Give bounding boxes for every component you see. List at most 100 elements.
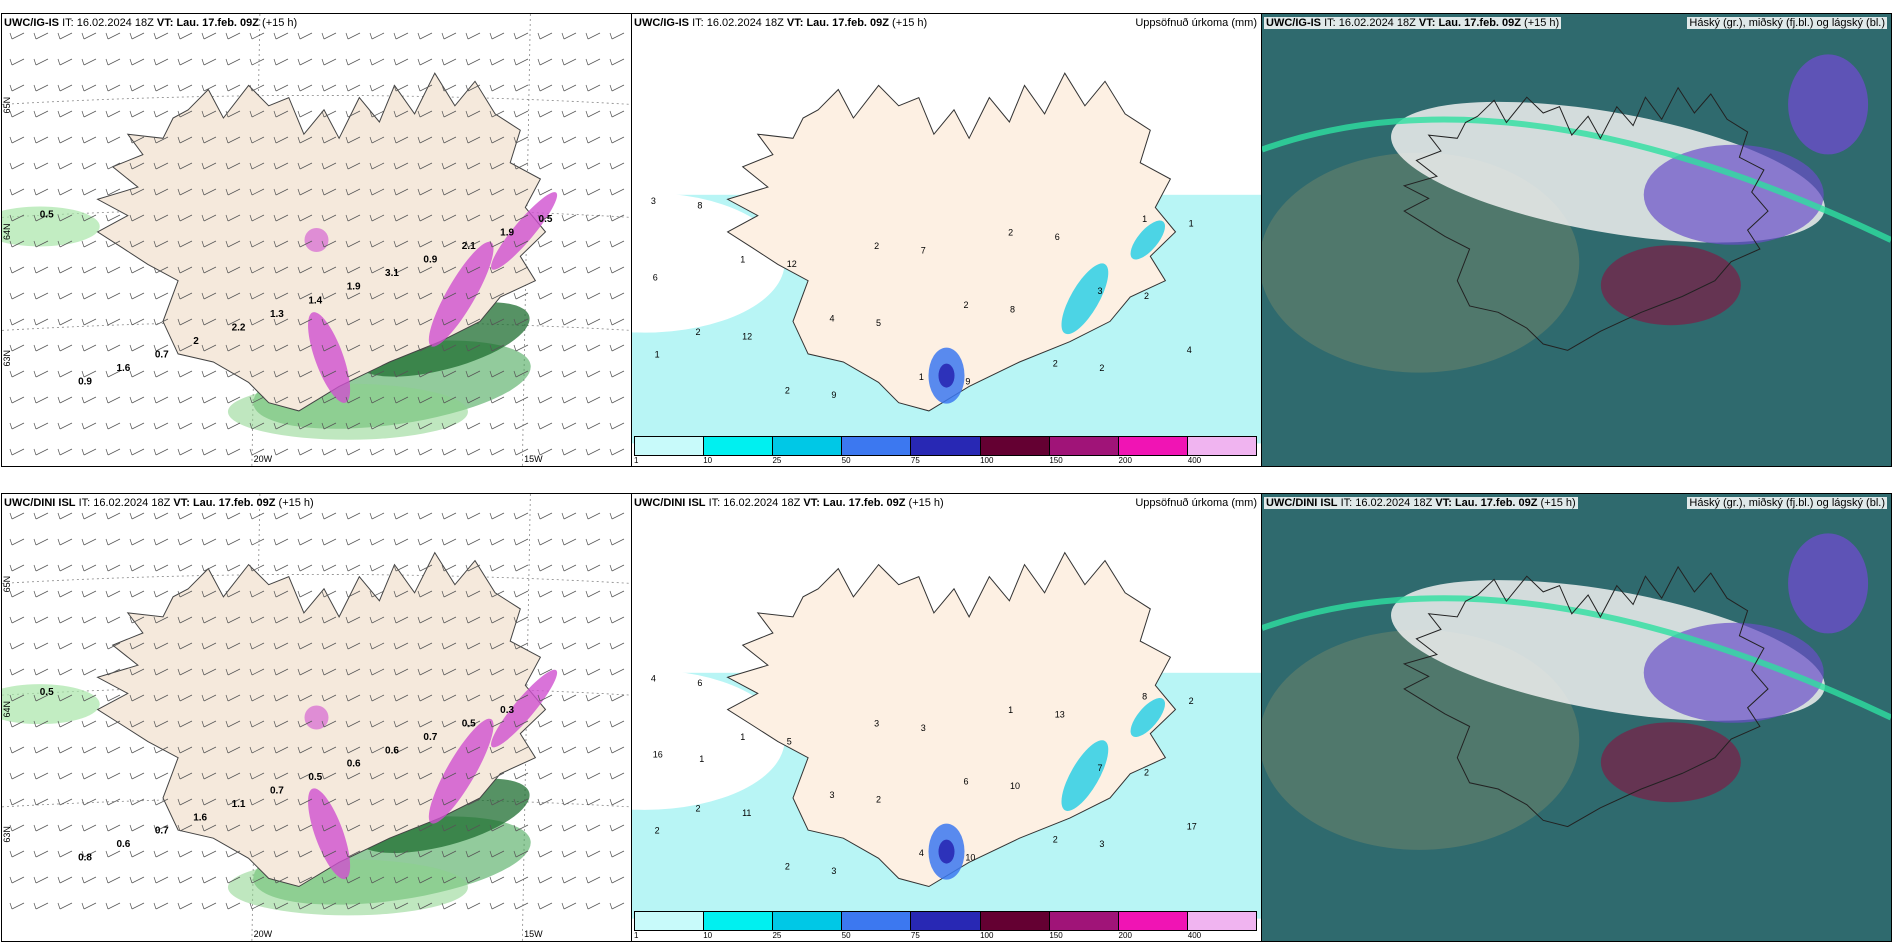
wind-barb <box>273 110 289 118</box>
wind-barb <box>369 292 385 300</box>
wind-barb <box>513 564 529 572</box>
wind-barb <box>249 876 265 884</box>
wind-barb <box>369 188 385 196</box>
wind-barb <box>177 902 193 910</box>
wind-barb <box>153 850 169 858</box>
snow-area <box>491 669 558 748</box>
wind-barb <box>9 720 25 728</box>
wind-barb <box>33 448 49 456</box>
wind-barb <box>489 344 505 352</box>
wind-barb <box>393 266 409 274</box>
wind-barb <box>417 616 433 624</box>
wind-barb <box>153 344 169 352</box>
wind-barb <box>417 266 433 274</box>
wind-barb <box>585 746 601 754</box>
wind-barb <box>513 538 529 546</box>
wind-barb <box>273 590 289 598</box>
wind-barb <box>537 162 553 170</box>
colorbar-ticks: 1 10 25 50 75 100 150 200 400 <box>634 456 1257 466</box>
wind-barb <box>369 564 385 572</box>
longitude-label: 15W <box>524 454 543 464</box>
vt-label: VT: <box>1418 17 1436 29</box>
wind-barb <box>609 370 625 378</box>
wind-barb <box>561 850 577 858</box>
wind-barb <box>57 422 73 430</box>
wind-barb <box>129 616 145 624</box>
wind-barb <box>153 590 169 598</box>
wind-barb <box>441 214 457 222</box>
point-value: 0.6 <box>116 839 130 850</box>
wind-barb <box>33 58 49 66</box>
point-value: 7 <box>921 246 926 256</box>
colorbar-swatches <box>634 436 1257 456</box>
wind-barb <box>561 110 577 118</box>
wind-barb <box>273 772 289 780</box>
wind-barb <box>297 616 313 624</box>
wind-barb <box>177 876 193 884</box>
wind-barb <box>33 370 49 378</box>
wind-barb <box>33 292 49 300</box>
wind-barb <box>537 720 553 728</box>
wind-barb <box>201 58 217 66</box>
wind-barb <box>105 162 121 170</box>
wind-barb <box>321 396 337 404</box>
wind-barb <box>321 876 337 884</box>
wind-barb <box>609 136 625 144</box>
wind-barb <box>57 110 73 118</box>
wind-barb <box>33 642 49 650</box>
wind-barb <box>369 642 385 650</box>
wind-barb <box>393 32 409 40</box>
snow-area <box>491 192 558 270</box>
wind-barb <box>369 396 385 404</box>
wind-barb <box>441 798 457 806</box>
wind-barb <box>537 110 553 118</box>
point-value: 1 <box>655 350 660 360</box>
wind-barb <box>465 798 481 806</box>
wind-barb <box>297 668 313 676</box>
wind-barb <box>105 772 121 780</box>
wind-barb <box>129 876 145 884</box>
wind-barb <box>201 694 217 702</box>
vt-label: VT: <box>786 17 804 29</box>
wind-barb <box>249 396 265 404</box>
wind-barb <box>609 32 625 40</box>
wind-barb <box>465 720 481 728</box>
wind-barb <box>153 448 169 456</box>
wind-barb <box>177 292 193 300</box>
wind-barb <box>609 318 625 326</box>
latitude-line <box>2 797 631 808</box>
vt-label: VT: <box>156 17 174 29</box>
wind-barb <box>57 850 73 858</box>
wind-barb <box>249 84 265 92</box>
wind-barb <box>393 694 409 702</box>
snow-area <box>304 228 329 252</box>
point-value: 9 <box>965 377 970 387</box>
point-value: 0.5 <box>308 772 322 783</box>
point-value: 2 <box>1008 227 1013 237</box>
wind-barb <box>417 902 433 910</box>
wind-barb <box>345 448 361 456</box>
point-value: 8 <box>1142 692 1147 702</box>
wind-barb <box>513 590 529 598</box>
wind-barb <box>561 564 577 572</box>
colorbar-swatch <box>773 912 843 930</box>
wind-barb <box>177 162 193 170</box>
wind-barb <box>225 162 241 170</box>
wind-barb <box>153 668 169 676</box>
wind-barb <box>321 422 337 430</box>
wind-barb <box>393 824 409 832</box>
point-value: 3 <box>831 866 836 876</box>
wind-barb <box>609 396 625 404</box>
wind-barb <box>81 642 97 650</box>
wind-barb <box>225 292 241 300</box>
wind-barb <box>345 344 361 352</box>
wind-barb <box>489 876 505 884</box>
mid-cloud-area <box>1643 144 1824 245</box>
wind-barb <box>321 110 337 118</box>
wind-barb <box>417 876 433 884</box>
wind-barb <box>393 902 409 910</box>
it-value: 16.02.2024 18Z <box>76 17 154 29</box>
wind-barb <box>153 422 169 430</box>
wind-barb <box>465 512 481 520</box>
wind-barb <box>81 84 97 92</box>
